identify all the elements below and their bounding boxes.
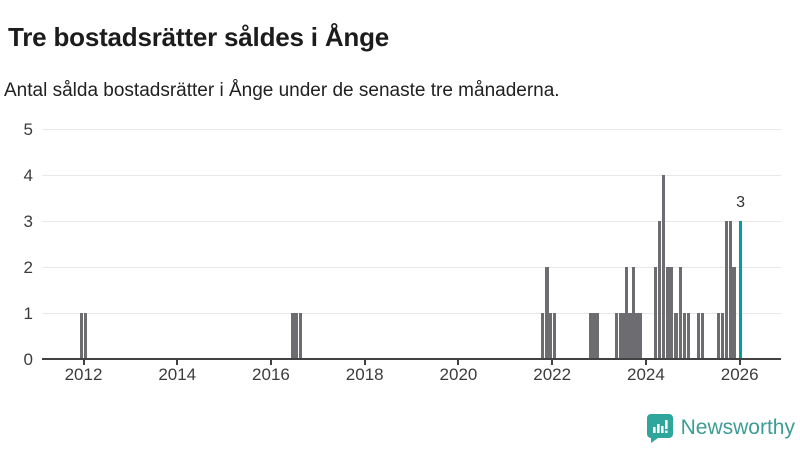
bar bbox=[631, 267, 635, 359]
x-axis-tick-label: 2014 bbox=[158, 365, 197, 384]
bar bbox=[552, 313, 557, 359]
y-axis-tick-label: 2 bbox=[23, 258, 33, 277]
bar bbox=[682, 313, 686, 359]
brand-name: Newsworthy bbox=[680, 416, 795, 439]
bar bbox=[625, 267, 629, 359]
bar bbox=[588, 313, 592, 359]
bar-highlight-latest bbox=[739, 221, 743, 359]
bar bbox=[595, 313, 599, 359]
x-axis-tick-label: 2024 bbox=[627, 365, 665, 384]
bar bbox=[666, 267, 670, 359]
bar bbox=[674, 313, 678, 359]
bar-value-annotation: 3 bbox=[736, 194, 746, 211]
bar bbox=[592, 313, 596, 359]
y-axis-tick-label: 0 bbox=[23, 350, 33, 369]
gridline bbox=[42, 175, 781, 176]
y-axis-tick-label: 4 bbox=[23, 166, 33, 185]
x-axis-tick-label: 2018 bbox=[345, 365, 384, 384]
x-axis-tick-label: 2020 bbox=[439, 365, 478, 384]
y-axis-tick-label: 5 bbox=[23, 120, 33, 139]
bar bbox=[701, 313, 705, 359]
bar bbox=[618, 313, 622, 359]
bar bbox=[657, 221, 662, 359]
y-axis-tick-label: 1 bbox=[23, 304, 33, 323]
newsworthy-chart-bubble-icon bbox=[646, 413, 674, 443]
bar bbox=[635, 313, 639, 359]
x-axis-tick-mark bbox=[176, 360, 179, 365]
bar bbox=[291, 313, 295, 359]
bar bbox=[670, 267, 674, 359]
x-axis-tick-label: 2022 bbox=[533, 365, 572, 384]
bar bbox=[621, 313, 626, 359]
gridline bbox=[42, 221, 781, 222]
bar bbox=[84, 313, 88, 359]
bar bbox=[614, 313, 618, 359]
bar bbox=[80, 313, 84, 359]
bar bbox=[545, 267, 549, 359]
bar bbox=[716, 313, 721, 359]
gridline bbox=[42, 129, 781, 130]
y-axis-tick-label: 3 bbox=[23, 212, 33, 231]
x-axis-line bbox=[42, 358, 781, 360]
bar bbox=[728, 221, 732, 359]
bar bbox=[653, 267, 657, 359]
bar bbox=[697, 313, 701, 359]
page-title: Tre bostadsrätter såldes i Ånge bbox=[8, 22, 390, 53]
bar bbox=[732, 267, 736, 359]
bar bbox=[295, 313, 299, 359]
bar bbox=[628, 313, 632, 359]
x-axis-tick-mark bbox=[644, 360, 647, 365]
x-axis-tick-label: 2026 bbox=[720, 365, 759, 384]
bar bbox=[661, 175, 665, 359]
bar bbox=[686, 313, 690, 359]
x-axis-tick-label: 2016 bbox=[252, 365, 290, 384]
bar bbox=[298, 313, 303, 359]
x-axis-tick-mark bbox=[269, 360, 272, 365]
x-axis-tick-mark bbox=[363, 360, 366, 365]
x-axis-tick-mark bbox=[82, 360, 85, 365]
bar bbox=[678, 267, 682, 359]
newsworthy-logo: Newsworthy bbox=[646, 413, 795, 443]
bar bbox=[720, 313, 724, 359]
bar bbox=[638, 313, 642, 359]
gridline bbox=[42, 267, 781, 268]
x-axis-tick-mark bbox=[551, 360, 554, 365]
x-axis-tick-mark bbox=[738, 360, 741, 365]
x-axis-tick-label: 2012 bbox=[64, 365, 103, 384]
chart-subtitle: Antal sålda bostadsrätter i Ånge under d… bbox=[4, 80, 560, 101]
gridline bbox=[42, 313, 781, 314]
bar bbox=[540, 313, 544, 359]
bar bbox=[549, 313, 553, 359]
bar bbox=[724, 221, 729, 359]
x-axis-tick-mark bbox=[457, 360, 460, 365]
